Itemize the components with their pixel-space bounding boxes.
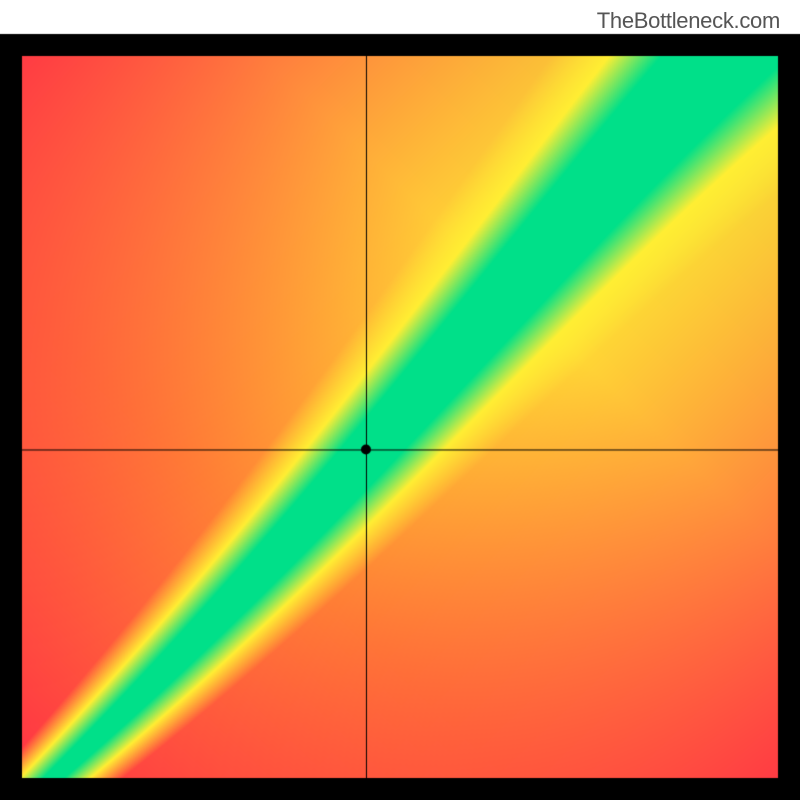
heatmap-canvas [0,0,800,800]
chart-container: TheBottleneck.com [0,0,800,800]
watermark-text: TheBottleneck.com [597,8,780,34]
